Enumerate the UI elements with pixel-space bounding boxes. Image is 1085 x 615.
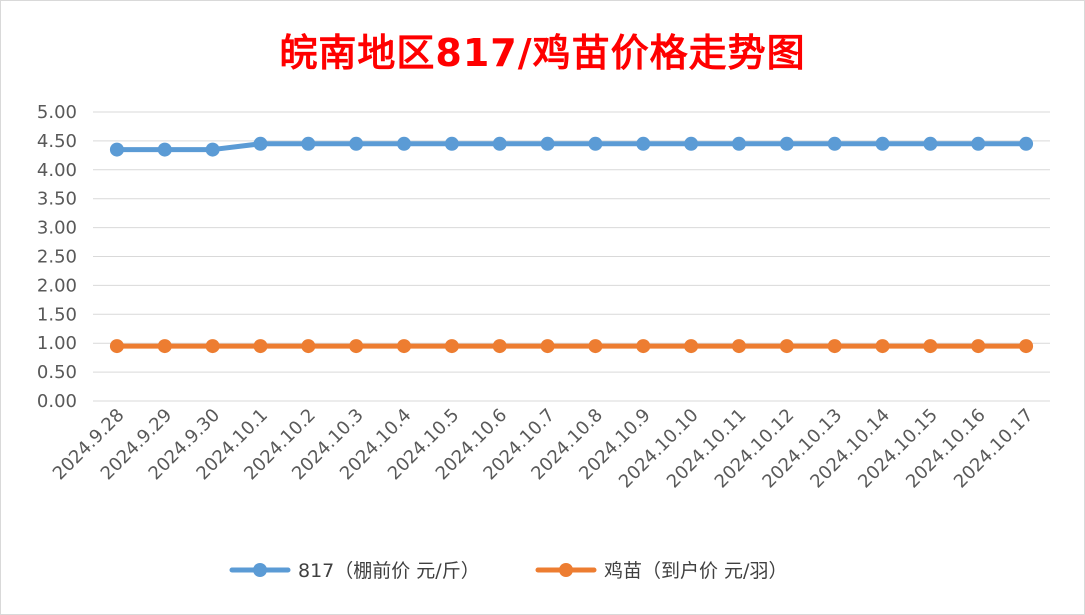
y-tick-label: 0.00 xyxy=(37,391,77,412)
y-tick-label: 2.00 xyxy=(37,275,77,296)
data-point xyxy=(540,136,555,151)
data-point xyxy=(109,142,124,157)
y-tick-label: 4.50 xyxy=(37,131,77,152)
legend-label: 817（棚前价 元/斤） xyxy=(298,560,480,582)
data-point xyxy=(684,339,699,354)
data-point xyxy=(1019,339,1034,354)
y-tick-label: 2.50 xyxy=(37,247,77,268)
legend-marker xyxy=(253,563,267,577)
data-point xyxy=(301,339,316,354)
data-point xyxy=(971,136,986,151)
data-point xyxy=(731,339,746,354)
data-point xyxy=(301,136,316,151)
data-point xyxy=(875,136,890,151)
data-point xyxy=(349,136,364,151)
x-axis: 2024.9.282024.9.292024.9.302024.10.12024… xyxy=(49,405,1038,493)
y-axis: 0.00 0.50 1.00 1.50 2.00 2.50 3.00 3.50 4.00 4.50… xyxy=(37,102,77,412)
data-point xyxy=(779,339,794,354)
legend: 817（棚前价 元/斤） 鸡苗（到户价 元/羽） xyxy=(229,560,787,582)
data-point xyxy=(157,339,172,354)
legend-label: 鸡苗（到户价 元/羽） xyxy=(604,560,787,582)
gridlines xyxy=(93,111,1050,402)
data-point xyxy=(731,136,746,151)
data-point xyxy=(923,136,938,151)
data-point xyxy=(253,339,268,354)
data-point xyxy=(875,339,890,354)
data-point xyxy=(827,136,842,151)
data-point xyxy=(540,339,555,354)
data-point xyxy=(397,136,412,151)
data-point xyxy=(444,339,459,354)
data-point xyxy=(205,142,220,157)
data-point xyxy=(205,339,220,354)
data-point xyxy=(588,136,603,151)
series-layer xyxy=(109,136,1034,354)
data-point xyxy=(684,136,699,151)
data-point xyxy=(971,339,986,354)
data-point xyxy=(827,339,842,354)
data-point xyxy=(109,339,124,354)
y-tick-label: 5.00 xyxy=(37,102,77,123)
legend-marker xyxy=(559,563,573,577)
series-line xyxy=(114,141,1029,153)
y-tick-label: 1.00 xyxy=(37,333,77,354)
y-tick-label: 4.00 xyxy=(37,160,77,181)
data-point xyxy=(636,136,651,151)
data-point xyxy=(349,339,364,354)
y-tick-label: 0.50 xyxy=(37,362,77,383)
y-tick-label: 1.50 xyxy=(37,304,77,325)
chart-title: 皖南地区817/鸡苗价格走势图 xyxy=(279,31,806,75)
data-point xyxy=(923,339,938,354)
y-tick-label: 3.50 xyxy=(37,189,77,210)
data-point xyxy=(492,136,507,151)
data-point xyxy=(779,136,794,151)
data-point xyxy=(444,136,459,151)
data-point xyxy=(636,339,651,354)
data-point xyxy=(492,339,507,354)
data-point xyxy=(588,339,603,354)
y-tick-label: 3.00 xyxy=(37,218,77,239)
data-point xyxy=(253,136,268,151)
data-point xyxy=(397,339,412,354)
data-point xyxy=(1019,136,1034,151)
data-point xyxy=(157,142,172,157)
